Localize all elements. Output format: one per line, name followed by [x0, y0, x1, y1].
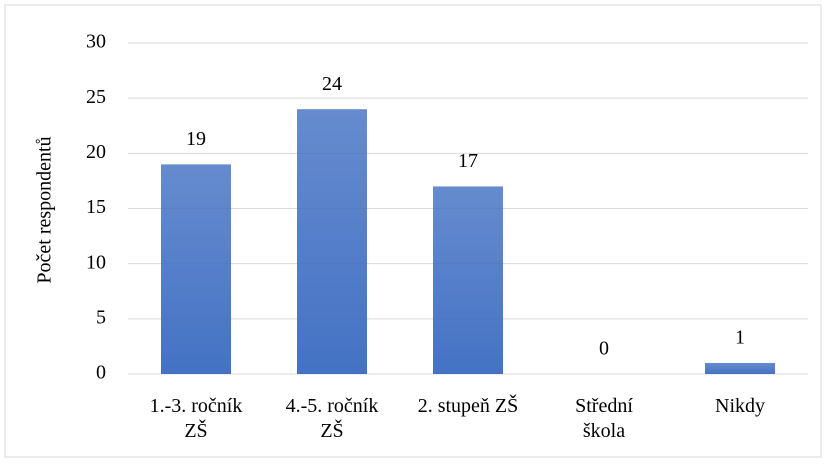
- data-label: 24: [322, 73, 342, 95]
- data-label: 17: [458, 150, 478, 172]
- y-tick-label: 5: [96, 306, 106, 328]
- x-tick-label: 1.-3. ročník ZŠ: [149, 395, 243, 442]
- x-tick-label: 4.-5. ročník ZŠ: [285, 395, 379, 442]
- x-tick-label: Nikdy: [715, 395, 765, 417]
- data-label: 19: [186, 128, 206, 150]
- chart-border: [4, 4, 822, 458]
- y-tick-label: 10: [86, 251, 106, 273]
- x-tick-label: 2. stupeň ZŠ: [417, 395, 519, 417]
- y-tick-label: 15: [86, 196, 106, 218]
- y-tick-label: 25: [86, 86, 106, 108]
- bar: [161, 164, 231, 374]
- y-tick-label: 30: [86, 31, 106, 53]
- data-label: 0: [599, 338, 609, 360]
- y-tick-label: 20: [86, 141, 106, 163]
- bar: [433, 186, 503, 374]
- bar: [297, 109, 367, 374]
- y-tick-label: 0: [96, 362, 106, 384]
- x-tick-label: Střední škola: [575, 395, 633, 442]
- data-label: 1: [735, 327, 745, 349]
- bar: [705, 362, 775, 374]
- y-axis-title: Počet respondentů: [34, 136, 56, 283]
